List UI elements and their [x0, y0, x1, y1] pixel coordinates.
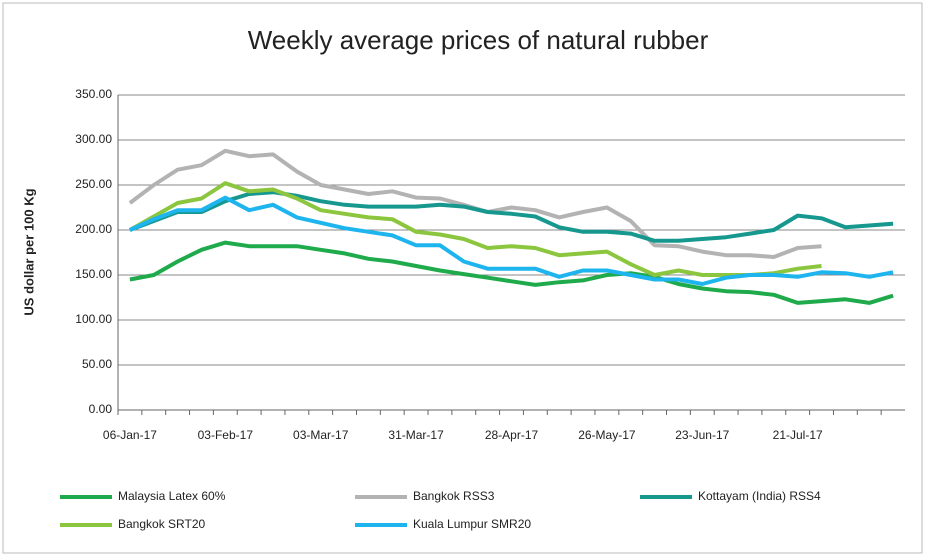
y-axis-label: US dollar per 100 Kg [21, 188, 36, 315]
chart-title: Weekly average prices of natural rubber [248, 25, 709, 55]
y-tick-label: 100.00 [75, 312, 112, 326]
legend-label: Malaysia Latex 60% [118, 489, 226, 503]
y-tick-label: 150.00 [75, 267, 112, 281]
x-tick-label: 03-Feb-17 [198, 428, 254, 442]
series-line [129, 240, 894, 305]
y-tick-label: 0.00 [89, 402, 113, 416]
legend-label: Bangkok RSS3 [413, 489, 495, 503]
x-tick-label: 28-Apr-17 [485, 428, 539, 442]
series-line [128, 181, 822, 277]
x-tick-label: 26-May-17 [578, 428, 636, 442]
legend-label: Kottayam (India) RSS4 [698, 489, 821, 503]
legend-label: Kuala Lumpur SMR20 [413, 517, 531, 531]
x-tick-label: 21-Jul-17 [773, 428, 823, 442]
legend-label: Bangkok SRT20 [118, 517, 205, 531]
x-tick-label: 23-Jun-17 [675, 428, 729, 442]
x-tick-label: 31-Mar-17 [388, 428, 444, 442]
series-line [129, 190, 894, 243]
x-tick-label: 06-Jan-17 [103, 428, 157, 442]
series-line [129, 195, 894, 286]
x-tick-label: 03-Mar-17 [293, 428, 349, 442]
y-tick-label: 50.00 [82, 357, 112, 371]
y-tick-label: 300.00 [75, 132, 112, 146]
y-tick-label: 200.00 [75, 222, 112, 236]
y-tick-label: 250.00 [75, 177, 112, 191]
y-tick-label: 350.00 [75, 87, 112, 101]
